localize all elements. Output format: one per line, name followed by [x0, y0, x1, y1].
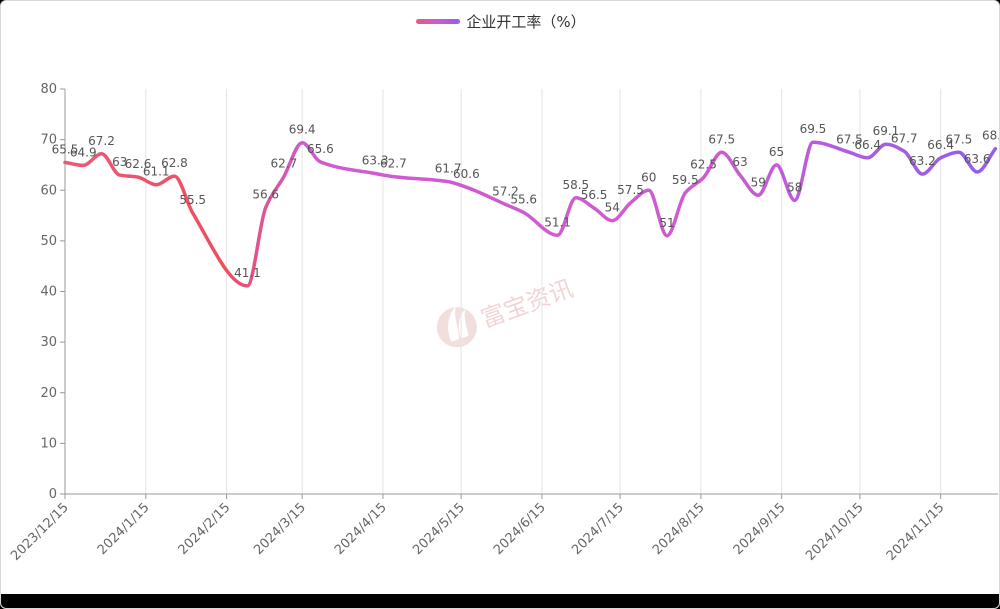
data-label: 63.2 — [909, 154, 936, 168]
y-tick-label: 80 — [40, 82, 57, 97]
y-tick-label: 70 — [40, 133, 57, 148]
series-line — [63, 140, 998, 288]
data-label: 62.8 — [161, 156, 188, 170]
data-label: 65.5 — [52, 142, 79, 156]
data-label: 54 — [605, 201, 620, 215]
data-label: 62.7 — [271, 157, 298, 171]
x-tick-label: 2024/5/15 — [410, 500, 468, 558]
x-tick-label: 2024/10/15 — [803, 500, 867, 564]
data-label: 63.3 — [362, 154, 389, 168]
data-label: 58.5 — [562, 178, 589, 192]
legend-label: 企业开工率（%） — [466, 13, 586, 31]
x-axis-ticks: 2023/12/15 2024/1/15 2024/2/15 2024/3/15 202… — [8, 494, 947, 564]
data-label: 69.5 — [800, 122, 827, 136]
data-label: 67.5 — [836, 132, 863, 146]
data-label: 62.6 — [125, 157, 152, 171]
x-tick-label: 2024/6/15 — [491, 500, 549, 558]
data-label: 66.4 — [927, 138, 954, 152]
data-label: 55.5 — [179, 193, 206, 207]
data-label: 51 — [659, 216, 674, 230]
data-label: 63 — [732, 155, 747, 169]
data-label: 64.9 — [70, 145, 97, 159]
x-tick-label: 2024/2/15 — [176, 500, 234, 558]
watermark: 富宝资讯 — [436, 274, 577, 348]
data-label: 61.1 — [143, 165, 170, 179]
y-tick-label: 0 — [49, 487, 57, 502]
data-label: 59.5 — [672, 173, 699, 187]
data-label: 57.5 — [617, 183, 644, 197]
data-label: 51.1 — [544, 215, 571, 229]
series-line-path[interactable] — [63, 140, 998, 288]
data-label: 69.1 — [873, 124, 900, 138]
data-label: 63.6 — [964, 152, 991, 166]
data-label: 66.4 — [854, 138, 881, 152]
data-label: 67.5 — [708, 132, 735, 146]
data-label: 55.6 — [510, 193, 537, 207]
y-tick-label: 60 — [40, 183, 57, 198]
data-label: 69.4 — [289, 123, 316, 137]
x-tick-label: 2024/11/15 — [884, 500, 948, 564]
x-tick-label: 2024/1/15 — [95, 500, 153, 558]
y-tick-label: 20 — [40, 386, 57, 401]
data-label: 60 — [641, 170, 656, 184]
data-label: 67.2 — [88, 134, 115, 148]
data-label: 68.2 — [982, 129, 1000, 143]
data-label: 59 — [751, 175, 766, 189]
data-label: 56.5 — [581, 188, 608, 202]
y-axis-ticks: 0 10 20 30 40 50 60 70 80 — [40, 82, 65, 502]
x-tick-label: 2024/8/15 — [650, 500, 708, 558]
x-tick-label: 2024/4/15 — [332, 500, 390, 558]
data-label: 65.6 — [307, 142, 334, 156]
x-tick-label: 2024/3/15 — [251, 500, 309, 558]
data-label: 67.5 — [946, 132, 973, 146]
data-label: 57.2 — [492, 184, 519, 198]
bottom-band — [1, 594, 999, 608]
data-label: 60.6 — [453, 167, 480, 181]
data-label: 61.7 — [435, 162, 462, 176]
data-labels: 65.564.967.26362.661.162.855.541.156.662… — [52, 122, 1000, 280]
data-label: 62.5 — [690, 158, 717, 172]
data-label: 67.7 — [891, 131, 918, 145]
y-tick-label: 50 — [40, 234, 57, 249]
data-label: 63 — [112, 155, 127, 169]
data-label: 56.6 — [252, 187, 279, 201]
watermark-logo-icon: 富宝资讯 — [436, 274, 577, 348]
data-label: 58 — [787, 180, 802, 194]
x-tick-label: 2024/9/15 — [731, 500, 789, 558]
data-label: 62.7 — [380, 157, 407, 171]
legend-swatch — [416, 19, 461, 24]
watermark-text: 富宝资讯 — [477, 274, 577, 333]
data-label: 65 — [769, 145, 784, 159]
x-tick-label: 2024/7/15 — [569, 500, 627, 558]
y-tick-label: 30 — [40, 335, 57, 350]
y-tick-label: 40 — [40, 285, 57, 300]
legend[interactable]: 企业开工率（%） — [1, 11, 999, 32]
x-tick-label: 2023/12/15 — [8, 500, 72, 564]
y-tick-label: 10 — [40, 436, 57, 451]
data-label: 41.1 — [234, 266, 261, 280]
